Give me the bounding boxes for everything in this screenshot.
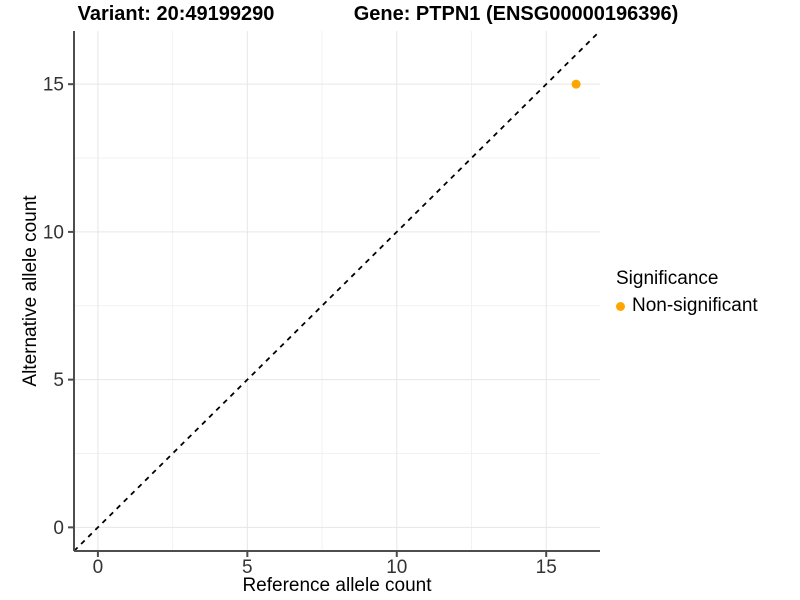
gene-title: Gene: PTPN1 (ENSG00000196396) — [353, 3, 679, 25]
y-tick-label: 5 — [53, 370, 64, 391]
legend-item: Non-significant — [616, 295, 758, 317]
data-point — [571, 79, 581, 89]
legend-title: Significance — [616, 268, 719, 289]
variant-title: Variant: 20:49199290 — [77, 3, 275, 25]
legend: Significance Non-significant — [616, 268, 758, 317]
y-tick-label: 0 — [53, 518, 64, 539]
x-tick-label: 10 — [386, 557, 407, 578]
y-tick-label: 10 — [43, 222, 64, 243]
x-tick-label: 5 — [242, 557, 253, 578]
x-tick-label: 15 — [536, 557, 557, 578]
x-tick-label: 0 — [93, 557, 104, 578]
legend-item-label: Non-significant — [632, 295, 758, 316]
y-axis-title: Alternative allele count — [20, 195, 41, 387]
identity-reference-line — [73, 30, 601, 552]
legend-key-point-icon — [616, 301, 625, 311]
y-tick-label: 15 — [43, 75, 64, 96]
x-axis-title: Reference allele count — [242, 575, 432, 596]
